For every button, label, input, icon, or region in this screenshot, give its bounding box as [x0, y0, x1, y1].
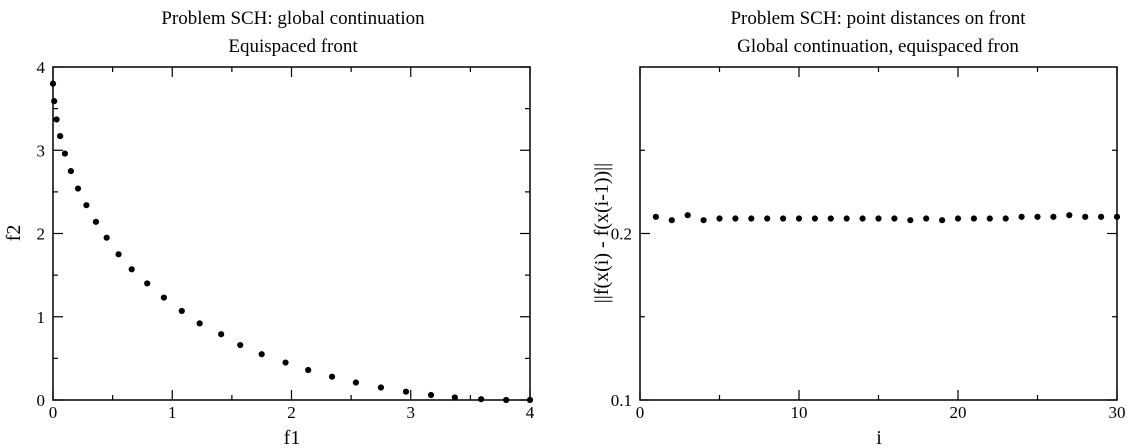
- left-scatter-point: [305, 366, 312, 374]
- right-x-tick-label: 20: [950, 403, 967, 422]
- left-scatter-point: [258, 351, 265, 358]
- left-scatter-point: [92, 218, 100, 225]
- left-x-tick-label: 0: [49, 403, 58, 422]
- right-scatter-point: [875, 215, 882, 222]
- right-scatter-point: [907, 217, 914, 224]
- left-scatter-point: [503, 396, 510, 404]
- left-x-tick-label: 1: [168, 403, 177, 422]
- right-scatter-point: [716, 215, 723, 222]
- right-scatter-point: [1082, 213, 1089, 220]
- left-chart-title: Problem SCH: global continuation: [161, 8, 425, 29]
- right-scatter-point: [1050, 213, 1057, 220]
- left-x-tick-label: 3: [407, 403, 416, 422]
- left-scatter-point: [352, 379, 359, 386]
- left-scatter-point: [218, 331, 225, 338]
- right-scatter-point: [954, 215, 962, 222]
- left-y-tick-label: 0: [37, 391, 46, 410]
- right-scatter-point: [1113, 213, 1121, 220]
- left-scatter-point: [402, 388, 410, 395]
- left-scatter-point: [178, 307, 185, 315]
- left-scatter-point: [377, 384, 385, 391]
- left-y-tick-label: 3: [37, 141, 46, 160]
- right-scatter-point: [700, 217, 707, 224]
- right-scatter-point: [1066, 212, 1073, 219]
- right-scatter-point: [970, 215, 978, 222]
- left-scatter-point: [49, 80, 57, 87]
- left-x-axis-label: f1: [284, 427, 301, 448]
- left-scatter-point: [103, 234, 110, 241]
- right-scatter-point: [748, 215, 755, 222]
- right-y-tick-label: 0.2: [611, 225, 632, 244]
- right-scatter-point: [668, 217, 675, 224]
- left-x-tick-label: 4: [526, 403, 535, 422]
- right-scatter-point: [764, 215, 771, 222]
- left-y-axis-label: f2: [3, 225, 25, 242]
- right-chart-subtitle: Global continuation, equispaced fron: [737, 36, 1019, 57]
- left-chart-subtitle: Equispaced front: [228, 36, 358, 57]
- left-scatter-point: [61, 150, 69, 157]
- right-scatter-point: [811, 215, 819, 222]
- right-x-tick-label: 10: [791, 403, 808, 422]
- left-scatter-point: [83, 202, 90, 209]
- right-scatter-point: [652, 213, 660, 220]
- right-scatter-point: [827, 215, 834, 222]
- left-scatter-point: [57, 132, 64, 140]
- right-scatter-point: [843, 215, 850, 222]
- right-scatter-point: [891, 215, 898, 222]
- left-chart: Problem SCH: global continuation Equispa…: [3, 8, 535, 448]
- right-x-tick-label: 30: [1109, 403, 1126, 422]
- right-scatter-point: [939, 217, 946, 224]
- right-scatter-point: [795, 215, 803, 222]
- right-y-axis-label: ||f(x(i) - f(x(i-1))||: [591, 163, 613, 303]
- left-scatter-point: [74, 185, 82, 192]
- right-scatter-point: [732, 215, 739, 222]
- right-scatter-point: [780, 215, 787, 222]
- left-y-tick-label: 1: [37, 308, 46, 327]
- left-x-tick-label: 2: [287, 403, 296, 422]
- left-y-tick-label: 2: [37, 225, 46, 244]
- right-scatter-point: [923, 215, 930, 222]
- left-scatter-point: [53, 116, 60, 123]
- left-scatter-point: [144, 280, 151, 287]
- right-x-axis-label: i: [876, 427, 882, 448]
- right-scatter-point: [1002, 215, 1009, 222]
- left-scatter-point: [328, 373, 336, 380]
- left-scatter-point: [478, 396, 485, 403]
- right-scatter-point: [1034, 213, 1041, 220]
- left-scatter-point: [451, 394, 458, 401]
- left-scatter-point: [128, 266, 135, 273]
- left-scatter-point: [67, 167, 74, 175]
- right-x-tick-label: 0: [636, 403, 645, 422]
- left-scatter-point: [526, 396, 534, 404]
- right-chart: Problem SCH: point distances on front Gl…: [591, 8, 1126, 448]
- right-scatter-point: [684, 212, 691, 219]
- right-scatter-point: [1098, 213, 1105, 220]
- right-scatter-point: [859, 215, 866, 222]
- right-y-tick-label: 0.1: [611, 391, 632, 410]
- right-scatter-point: [1018, 213, 1025, 220]
- left-scatter-point: [196, 320, 203, 327]
- left-scatter-point: [427, 391, 435, 399]
- left-scatter-point: [115, 251, 122, 258]
- right-chart-title: Problem SCH: point distances on front: [730, 8, 1026, 29]
- left-scatter-point: [160, 294, 168, 301]
- left-y-tick-label: 4: [37, 58, 46, 77]
- right-scatter-point: [986, 215, 993, 222]
- left-scatter-point: [237, 341, 244, 349]
- left-scatter-point: [282, 359, 289, 366]
- left-scatter-point: [51, 98, 58, 105]
